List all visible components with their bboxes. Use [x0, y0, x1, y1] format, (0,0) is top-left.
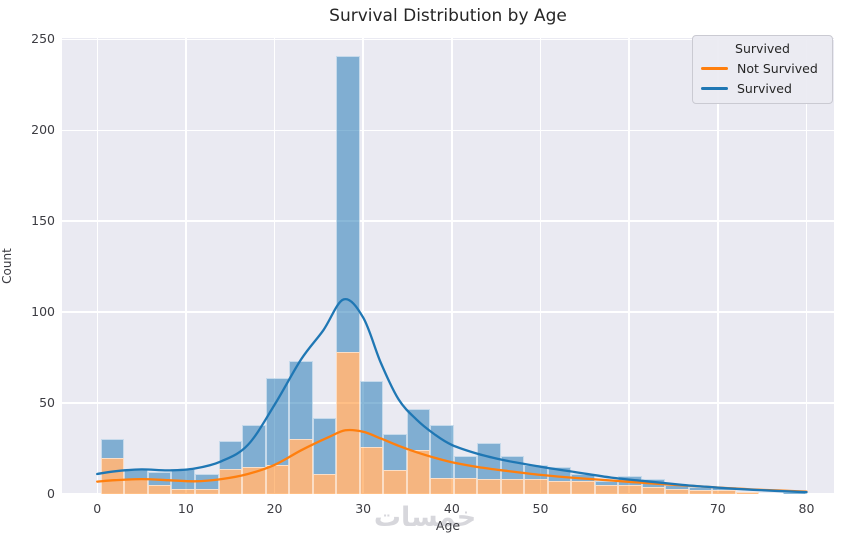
- bar-survived: [265, 377, 290, 465]
- y-tick-label: 100: [31, 304, 55, 320]
- x-tick-label: 70: [709, 501, 726, 516]
- gridline: [805, 38, 808, 494]
- kde-line-not-survived: [96, 428, 808, 493]
- bar-survived: [594, 481, 619, 485]
- bar-not-survived: [147, 484, 172, 494]
- bar-not-survived: [406, 450, 431, 494]
- bar-not-survived: [500, 479, 525, 494]
- bar-not-survived: [594, 484, 619, 494]
- gridline: [62, 129, 834, 131]
- bar-not-survived: [336, 352, 360, 494]
- bar-not-survived: [453, 477, 478, 494]
- gridline: [62, 220, 834, 222]
- legend-item-survived: Survived: [701, 81, 824, 96]
- bar-not-survived: [194, 488, 219, 494]
- bar-not-survived: [383, 470, 407, 494]
- x-tick-label: 60: [621, 501, 638, 516]
- bar-not-survived: [359, 446, 384, 494]
- y-axis-label: Count: [0, 248, 14, 284]
- bar-not-survived: [665, 488, 689, 494]
- bar-survived: [100, 439, 125, 458]
- y-tick-label: 50: [39, 395, 55, 411]
- gridline: [62, 402, 834, 404]
- bar-not-survived: [735, 492, 760, 494]
- bar-not-survived: [171, 488, 195, 494]
- x-tick-label: 40: [443, 501, 460, 516]
- gridline: [717, 38, 719, 494]
- x-tick-label: 80: [798, 501, 815, 516]
- bar-not-survived: [712, 490, 736, 494]
- x-axis-label: Age: [435, 518, 461, 533]
- bar-not-survived: [524, 479, 548, 494]
- bar-survived: [359, 381, 384, 447]
- watermark: خمسات: [373, 502, 477, 533]
- bar-not-survived: [571, 481, 595, 494]
- bar-not-survived: [618, 484, 642, 494]
- chart-title: Survival Distribution by Age: [329, 6, 567, 26]
- bar-not-survived: [477, 479, 501, 494]
- x-tick-label: 10: [177, 501, 194, 516]
- gridline: [62, 311, 834, 313]
- bar-not-survived: [547, 481, 572, 494]
- legend-item-not-survived: Not Survived: [701, 61, 824, 76]
- bar-not-survived: [265, 464, 290, 494]
- bar-survived: [218, 441, 243, 469]
- bar-not-survived: [218, 468, 243, 494]
- bar-not-survived: [688, 490, 713, 494]
- x-tick-label: 30: [355, 501, 372, 516]
- bar-not-survived: [641, 486, 666, 494]
- gridline: [96, 38, 98, 494]
- y-tick-label: 150: [31, 213, 55, 229]
- gridline: [62, 38, 834, 40]
- kde-line-survived: [96, 298, 808, 494]
- bar-not-survived: [100, 457, 125, 494]
- gridline: [539, 38, 542, 494]
- gridline: [273, 38, 276, 494]
- bar-survived: [312, 417, 337, 474]
- survived-line-swatch: [701, 87, 728, 90]
- kde-curves: [96, 298, 808, 494]
- bar-survived: [336, 55, 360, 353]
- bar-survived: [430, 424, 454, 478]
- bar-not-survived: [430, 477, 454, 494]
- not-survived-line-swatch: [701, 67, 728, 70]
- x-tick-label: 50: [532, 501, 549, 516]
- y-tick-label: 0: [47, 486, 55, 501]
- bar-not-survived: [312, 473, 337, 494]
- legend-title: Survived: [735, 41, 790, 56]
- gridline: [451, 38, 453, 494]
- y-tick-label: 250: [31, 31, 55, 47]
- gridline: [362, 38, 364, 494]
- legend: Survived Not Survived Survived: [692, 35, 833, 104]
- x-tick-label: 20: [266, 501, 283, 516]
- gridline: [628, 38, 630, 494]
- bar-survived: [242, 424, 266, 467]
- gridline: [185, 38, 187, 494]
- plot-area: [62, 38, 834, 494]
- y-tick-label: 200: [31, 122, 55, 138]
- x-tick-label: 0: [93, 501, 102, 516]
